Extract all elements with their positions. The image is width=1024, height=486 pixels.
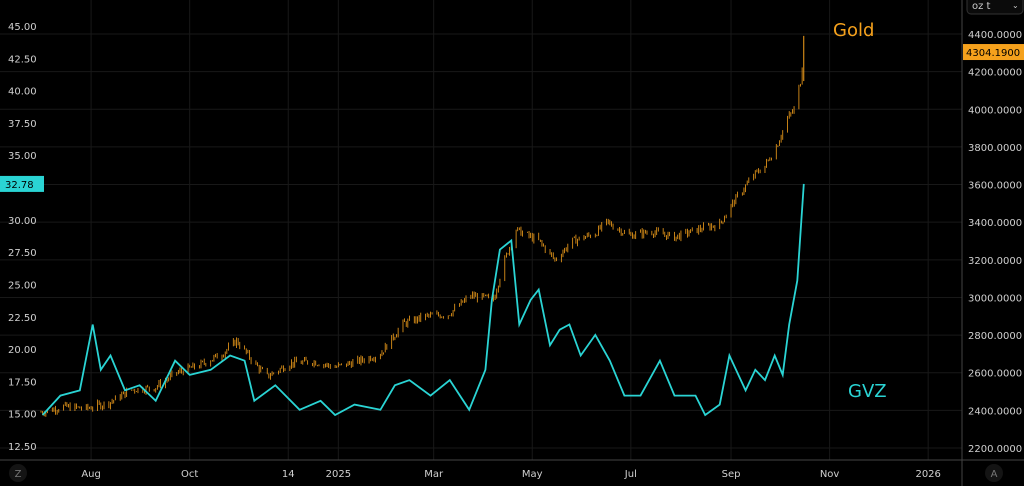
gold-last-value: 4304.1900 (966, 48, 1020, 59)
left-tick-label: 27.50 (8, 248, 37, 259)
left-tick-label: 15.00 (8, 410, 37, 421)
x-tick-label: Nov (820, 469, 840, 480)
right-tick-label: 3400.0000 (968, 218, 1022, 229)
left-tick-label: 25.00 (8, 280, 37, 291)
gvz-last-value-badge (0, 175, 44, 192)
chevron-down-icon: ⌄ (1012, 1, 1019, 10)
left-tick-label: 40.00 (8, 87, 37, 98)
right-tick-label: 4000.0000 (968, 105, 1022, 116)
x-tick-label: Jul (624, 469, 637, 480)
gold-annotation: Gold (833, 20, 874, 41)
gvz-last-value: 32.78 (5, 180, 34, 191)
right-tick-label: 3800.0000 (968, 143, 1022, 154)
left-tick-label: 45.00 (8, 22, 37, 33)
left-tick-label: 30.00 (8, 216, 37, 227)
right-tick-label: 2800.0000 (968, 331, 1022, 342)
auto-scale-button[interactable]: A (985, 464, 1003, 482)
gold-series (40, 35, 805, 417)
time-axis: Aug Oct 14 2025 Mar May Jul Sep Nov 2026 (81, 469, 941, 480)
right-tick-label: 3200.0000 (968, 256, 1022, 267)
x-tick-label: May (522, 469, 543, 480)
grid (0, 0, 962, 460)
x-tick-label: 14 (282, 469, 295, 480)
left-tick-label: 42.50 (8, 54, 37, 65)
right-tick-label: 4200.0000 (968, 68, 1022, 79)
x-tick-label: Mar (424, 469, 444, 480)
left-tick-label: 17.50 (8, 377, 37, 388)
right-tick-label: 2400.0000 (968, 406, 1022, 417)
right-tick-label: 3600.0000 (968, 181, 1022, 192)
unit-select-label[interactable]: oz t (972, 1, 991, 12)
gold-last-value-badge (963, 44, 1024, 61)
gvz-series-line (41, 183, 805, 417)
x-tick-label: 2025 (326, 469, 351, 480)
left-axis: 45.00 42.50 40.00 37.50 35.00 30.00 27.50 25.00… (0, 22, 44, 453)
left-tick-label: 35.00 (8, 151, 37, 162)
right-tick-label: 3000.0000 (968, 293, 1022, 304)
left-tick-label: 37.50 (8, 119, 37, 130)
x-tick-label: 2026 (915, 469, 940, 480)
left-tick-label: 20.00 (8, 345, 37, 356)
log-scale-button[interactable]: Z (9, 464, 27, 482)
x-tick-label: Oct (181, 469, 198, 480)
right-axis: 4400.0000 4200.0000 4000.0000 3800.0000 3600… (963, 30, 1024, 455)
right-tick-label: 2600.0000 (968, 369, 1022, 380)
log-scale-label[interactable]: Z (15, 469, 22, 480)
auto-scale-label[interactable]: A (991, 469, 998, 480)
left-tick-label: 22.50 (8, 313, 37, 324)
left-tick-label: 12.50 (8, 442, 37, 453)
right-tick-label: 2200.0000 (968, 444, 1022, 455)
gvz-annotation: GVZ (848, 381, 887, 402)
unit-select[interactable]: oz t ⌄ (966, 0, 1024, 15)
right-tick-label: 4400.0000 (968, 30, 1022, 41)
x-tick-label: Aug (81, 469, 101, 480)
x-tick-label: Sep (722, 469, 741, 480)
